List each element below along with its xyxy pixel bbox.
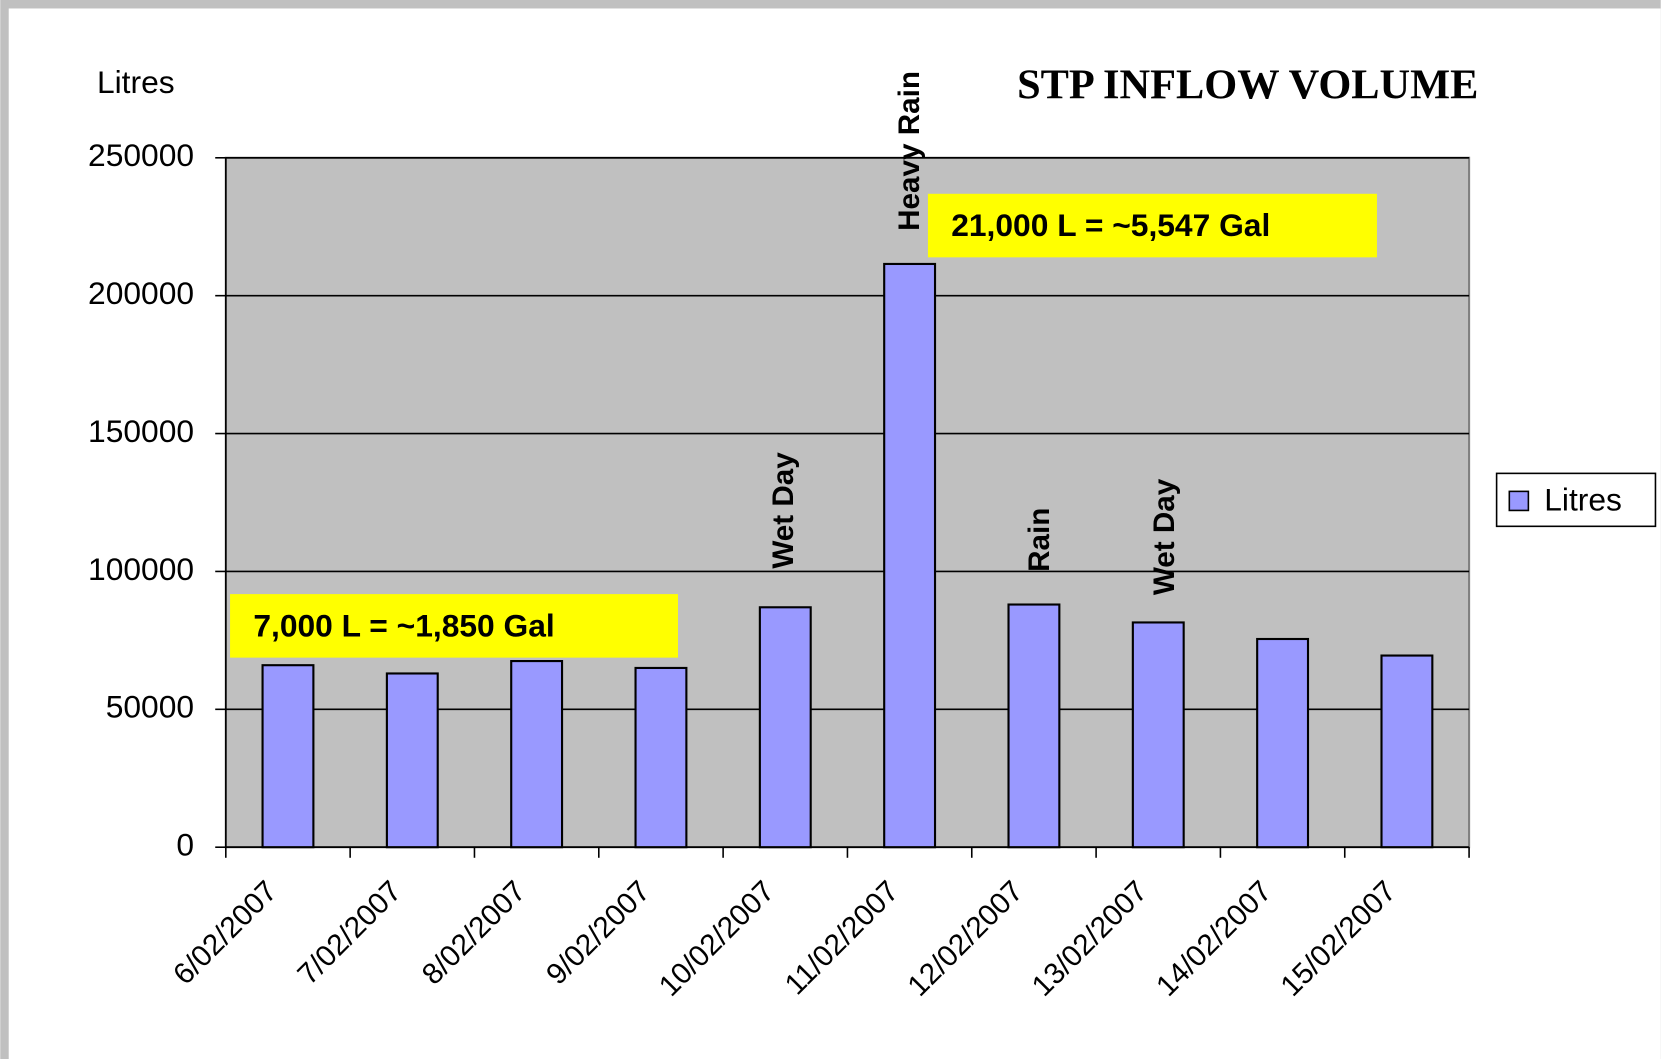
y-axis-label: Litres	[97, 64, 175, 100]
y-tick-label: 250000	[88, 137, 194, 173]
annotation: Rain	[1023, 508, 1056, 572]
y-tick-label: 200000	[88, 275, 194, 311]
y-tick-label: 50000	[106, 689, 194, 725]
callout-text: 21,000 L = ~5,547 Gal	[951, 207, 1270, 243]
legend-label: Litres	[1544, 481, 1622, 517]
bar	[261, 664, 315, 849]
y-tick-label: 0	[176, 827, 194, 863]
bar	[1380, 654, 1434, 849]
bar	[1131, 621, 1185, 849]
bar	[758, 606, 812, 849]
legend-swatch	[1508, 490, 1530, 512]
annotation: Heavy Rain	[893, 71, 926, 231]
y-tick-label: 150000	[88, 413, 194, 449]
chart-title: STP INFLOW VOLUME	[1017, 62, 1478, 109]
bar	[385, 672, 439, 849]
annotation: Wet Day	[1148, 478, 1181, 595]
annotation: Wet Day	[767, 452, 800, 569]
bar	[1256, 637, 1310, 849]
bar	[634, 666, 688, 849]
bar	[510, 660, 564, 849]
callout-box	[927, 193, 1377, 258]
callout-text: 7,000 L = ~1,850 Gal	[253, 607, 554, 643]
bar	[1007, 603, 1061, 849]
callout-box	[230, 594, 679, 658]
bar	[883, 262, 937, 849]
y-tick-label: 100000	[88, 551, 194, 587]
